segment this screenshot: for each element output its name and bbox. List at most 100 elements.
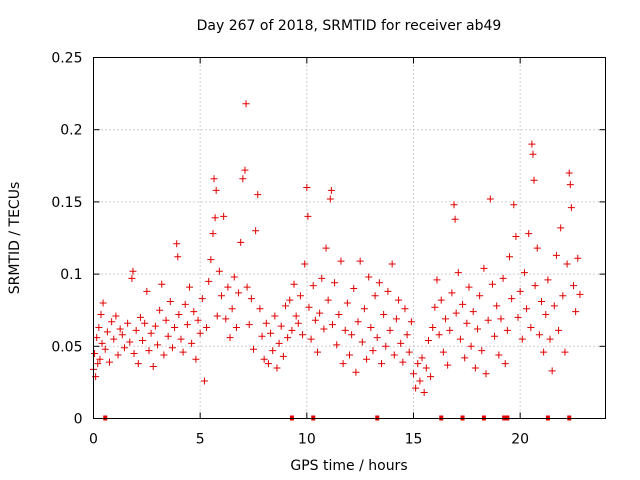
data-point xyxy=(181,300,189,308)
data-point xyxy=(463,319,471,327)
data-point xyxy=(198,295,206,303)
data-point xyxy=(454,269,462,277)
x-tick-label: 5 xyxy=(196,432,205,448)
data-point xyxy=(126,338,134,346)
data-point xyxy=(129,267,137,275)
data-point xyxy=(570,282,577,290)
data-point xyxy=(508,295,516,303)
data-point xyxy=(301,260,309,268)
data-point xyxy=(262,319,270,327)
data-point xyxy=(533,244,541,252)
data-point xyxy=(520,269,528,277)
data-point xyxy=(213,312,221,320)
axis-ticks xyxy=(93,57,606,419)
data-point xyxy=(139,337,147,345)
data-point xyxy=(91,350,99,358)
data-point xyxy=(563,260,571,268)
chart-title: Day 267 of 2018, SRMTID for receiver ab4… xyxy=(197,18,502,34)
data-point xyxy=(422,364,430,372)
data-point xyxy=(501,360,509,368)
data-point xyxy=(450,201,458,209)
data-point xyxy=(171,324,179,332)
data-point xyxy=(363,355,371,363)
data-point xyxy=(486,195,494,203)
data-point xyxy=(124,319,132,327)
data-point xyxy=(516,287,524,295)
data-point xyxy=(243,283,251,291)
data-point xyxy=(471,364,479,372)
data-point xyxy=(273,364,281,372)
data-point xyxy=(435,331,443,339)
data-point xyxy=(226,334,234,342)
data-point xyxy=(424,337,432,345)
data-point xyxy=(192,355,200,363)
data-point xyxy=(112,312,120,320)
data-point xyxy=(365,273,373,281)
data-point xyxy=(540,348,548,356)
data-point xyxy=(296,292,304,300)
data-point xyxy=(156,306,164,314)
data-point xyxy=(271,312,279,320)
data-point xyxy=(210,175,218,183)
data-point xyxy=(346,351,353,359)
data-point xyxy=(446,326,454,334)
data-point xyxy=(503,326,511,334)
data-point xyxy=(530,176,538,184)
data-point xyxy=(386,326,394,334)
data-point xyxy=(478,347,486,355)
data-point xyxy=(166,298,174,306)
data-point xyxy=(247,295,255,303)
data-point xyxy=(307,335,315,343)
data-point xyxy=(188,339,196,347)
data-point xyxy=(561,348,569,356)
data-point xyxy=(267,329,275,337)
x-tick-label: 15 xyxy=(405,432,423,448)
data-point xyxy=(456,335,464,343)
data-point xyxy=(175,311,183,319)
data-point xyxy=(557,224,565,232)
data-point xyxy=(318,274,326,282)
data-point xyxy=(108,318,116,326)
data-point xyxy=(218,292,225,300)
data-point xyxy=(96,355,104,363)
data-point xyxy=(228,305,236,313)
data-point xyxy=(143,287,151,295)
data-point xyxy=(341,326,349,334)
grid xyxy=(93,57,606,419)
data-point xyxy=(269,347,277,355)
data-point xyxy=(437,296,445,304)
data-point xyxy=(196,329,204,337)
data-point xyxy=(572,308,580,316)
data-point xyxy=(337,257,345,265)
data-point xyxy=(230,273,238,281)
data-point xyxy=(168,344,176,352)
data-point xyxy=(444,361,452,369)
data-point xyxy=(510,201,518,209)
data-point xyxy=(488,280,496,288)
data-point xyxy=(250,345,257,353)
data-point xyxy=(410,370,417,378)
data-point xyxy=(95,324,103,332)
data-point xyxy=(333,341,341,349)
data-point xyxy=(120,344,128,352)
data-point xyxy=(215,267,223,275)
data-point xyxy=(461,354,469,362)
data-point xyxy=(358,338,366,346)
data-point xyxy=(118,331,126,339)
data-point xyxy=(416,377,424,385)
y-tick-label: 0.2 xyxy=(60,123,82,139)
data-point xyxy=(418,354,426,362)
data-point xyxy=(99,299,107,307)
data-point xyxy=(452,309,460,317)
data-point xyxy=(459,300,467,308)
data-point xyxy=(395,296,403,304)
data-point xyxy=(331,279,339,287)
data-point xyxy=(335,311,343,319)
data-point xyxy=(132,326,140,334)
data-point xyxy=(527,324,535,332)
data-point xyxy=(290,280,298,288)
data-point xyxy=(160,351,168,359)
data-point xyxy=(433,276,441,284)
data-point xyxy=(154,341,161,349)
